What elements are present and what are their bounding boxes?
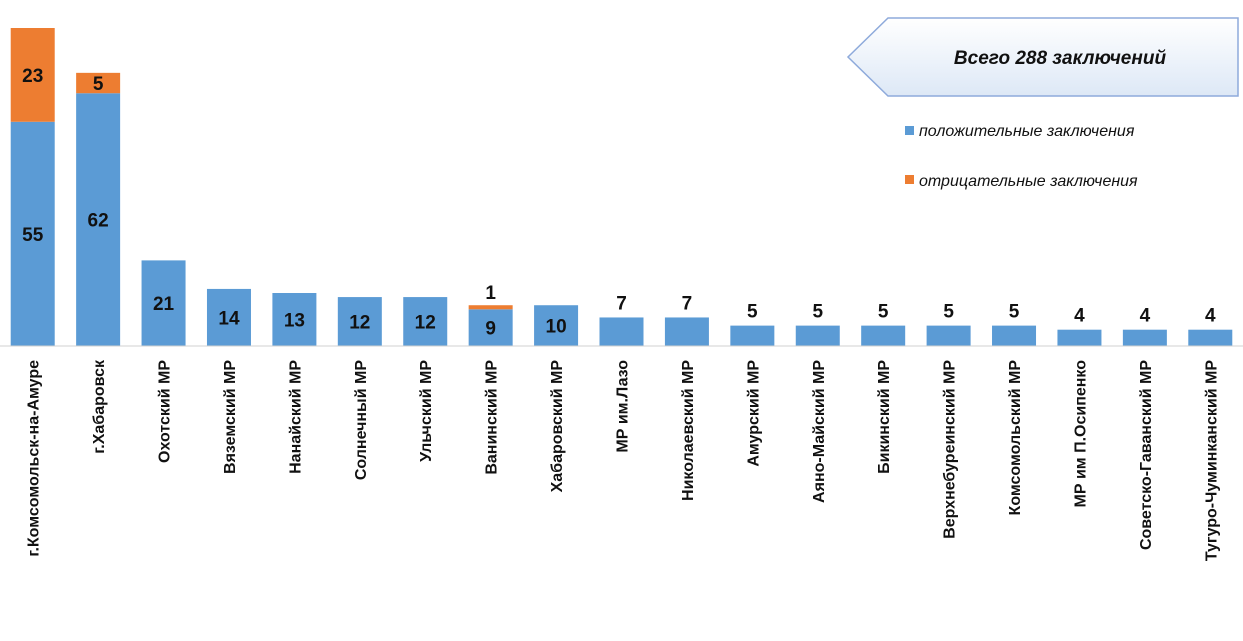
category-label: Охотский МР [157,360,174,463]
bar-positive [1057,329,1102,346]
bar-positive [795,325,840,346]
category-label: Бикинский МР [876,360,893,474]
bar-negative [468,305,513,310]
data-label-positive: 14 [218,308,240,329]
bar-positive [664,317,709,346]
category-label: Комсомольский МР [1007,360,1024,516]
data-label-positive: 4 [1074,306,1085,327]
data-label-positive: 5 [943,302,954,323]
data-label-positive: 55 [22,225,44,246]
data-label-positive: 9 [485,319,496,340]
data-label-positive: 5 [1009,302,1020,323]
category-label: Николаевский МР [680,360,697,501]
bar-positive [534,305,579,346]
data-label-positive: 62 [88,211,109,232]
data-label-negative: 1 [485,283,496,304]
data-label-positive: 7 [616,293,627,314]
total-callout: Всего 288 заключений [846,17,1239,97]
bar-negative [10,28,55,122]
bar-positive [206,288,251,346]
category-label: Ванинский МР [484,360,501,475]
category-labels-layer: г.Комсомольск-на-Амуре г.Хабаровск Охотски… [26,359,1221,561]
bar-positive [468,309,513,346]
bar-positive [992,325,1037,346]
data-label-positive: 5 [812,302,823,323]
data-label-positive: 21 [153,294,175,315]
data-label-negative: 5 [93,74,104,95]
bar-positive [926,325,971,346]
data-label-positive: 12 [349,313,370,334]
bars-layer [10,28,1233,347]
category-label: Аяно-Майский МР [811,360,828,503]
legend: положительные заключения отрицательные з… [905,123,1138,190]
legend-swatch-positive [905,126,914,135]
bar-positive [272,293,317,346]
category-label: МР им П.Осипенко [1072,360,1089,508]
data-label-positive: 4 [1205,306,1216,327]
legend-swatch-negative [905,175,914,184]
data-label-positive: 5 [878,302,889,323]
data-label-positive: 13 [284,311,305,332]
bar-positive [730,325,775,346]
bar-positive [337,297,382,346]
category-label: г.Комсомольск-на-Амуре [26,360,43,557]
bar-positive [141,260,186,346]
category-label: Амурский МР [745,360,762,467]
category-label: МР им.Лазо [615,360,632,453]
category-label: Советско-Гаванский МР [1138,360,1155,550]
bar-positive [10,121,55,347]
data-label-positive: 5 [747,302,758,323]
category-label: Тугуро-Чуминканский МР [1203,360,1220,561]
bar-positive [861,325,906,346]
category-label: Хабаровский МР [549,360,566,493]
category-label: Нанайский МР [287,360,304,474]
category-label: Верхнебуреинский МР [942,360,959,539]
category-label: г.Хабаровск [91,359,108,454]
legend-label-negative: отрицательные заключения [919,173,1138,190]
bar-positive [403,297,448,346]
data-label-positive: 4 [1140,306,1151,327]
bar-negative [76,72,121,94]
category-label: Ульчский МР [418,360,435,462]
bar-positive [76,93,121,346]
bar-positive [599,317,644,346]
bar-positive [1188,329,1233,346]
category-label: Вяземский МР [222,360,239,474]
callout-text: Всего 288 заключений [954,48,1167,69]
legend-label-positive: положительные заключения [919,123,1135,140]
category-label: Солнечный МР [353,360,370,480]
data-label-positive: 12 [415,313,436,334]
data-label-positive: 7 [682,293,693,314]
data-label-negative: 23 [22,66,43,87]
bar-positive [1122,329,1167,346]
data-label-positive: 10 [546,317,567,338]
callout-arrow-shape [846,17,1239,97]
